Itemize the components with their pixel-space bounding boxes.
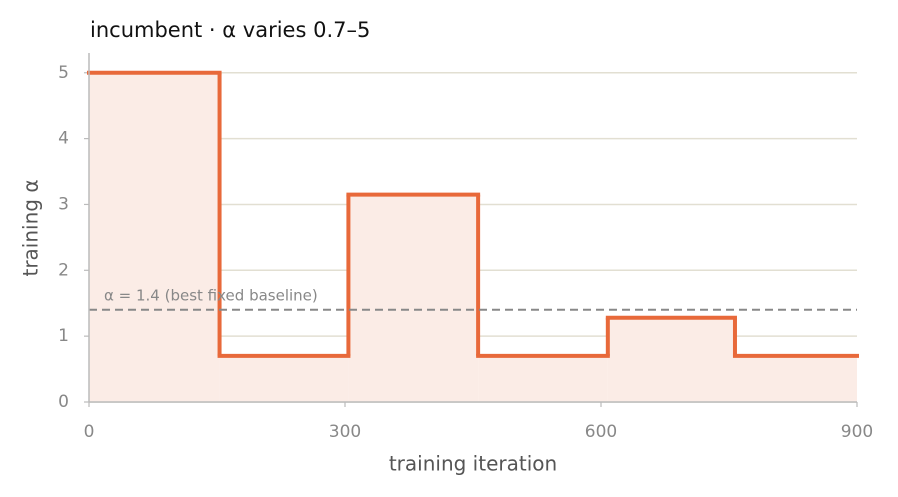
x-tick-label: 300 xyxy=(329,422,361,442)
x-tick-label: 0 xyxy=(84,422,95,442)
y-tick-label: 0 xyxy=(58,392,69,412)
y-tick-label: 2 xyxy=(58,260,69,280)
reference-label: α = 1.4 (best fixed baseline) xyxy=(104,286,318,304)
y-axis-label: training α xyxy=(19,179,43,276)
y-tick-label: 1 xyxy=(58,326,69,346)
x-tick-label: 600 xyxy=(585,422,617,442)
chart-title: incumbent · α varies 0.7–5 xyxy=(90,18,370,42)
area-fill xyxy=(607,317,735,402)
area-fill xyxy=(89,72,220,403)
y-tick-label: 5 xyxy=(58,63,69,83)
x-axis-label: training iteration xyxy=(389,452,557,476)
x-tick-label: 900 xyxy=(841,422,873,442)
y-tick-label: 4 xyxy=(58,129,69,149)
area-fill xyxy=(348,194,479,402)
area-fill xyxy=(478,355,608,402)
area-fill xyxy=(219,355,349,402)
y-tick-label: 3 xyxy=(58,194,69,214)
area-fill xyxy=(734,355,857,402)
